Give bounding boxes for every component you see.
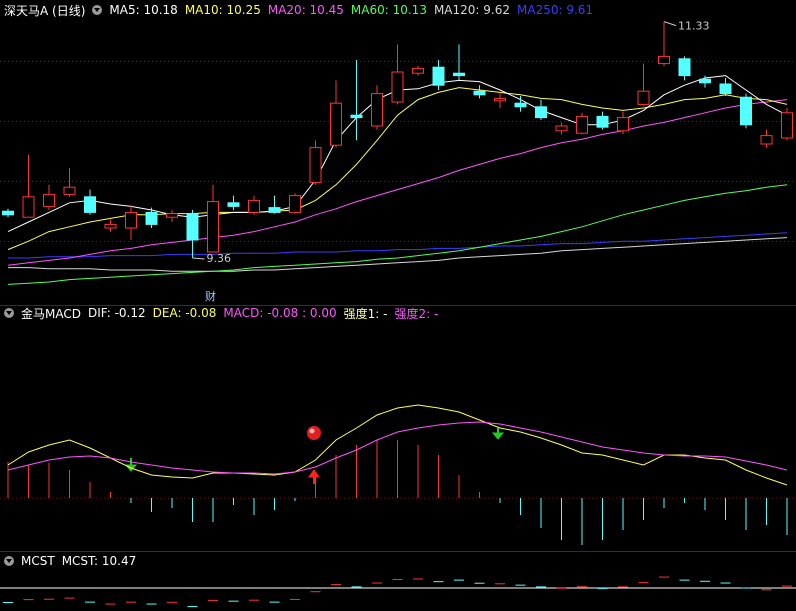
header-label: MACD: -0.08 : 0.00 — [223, 306, 337, 320]
annotation-leader — [663, 21, 677, 27]
candle-body — [289, 195, 301, 213]
candle-body — [596, 115, 609, 128]
series-line — [8, 232, 788, 259]
series-line — [7, 87, 788, 251]
candle-body — [391, 71, 404, 103]
candle-body — [453, 72, 465, 77]
candle-body — [637, 90, 650, 105]
candle-body — [740, 96, 752, 126]
menu-icon[interactable] — [4, 308, 14, 318]
candle-body — [617, 117, 629, 132]
panel-header: 金马MACD DIF: -0.12 DEA: -0.08 MACD: -0.08 : … — [4, 305, 438, 321]
series-line — [7, 99, 788, 266]
panel-header: 深天马A (日线) MA5: 10.18 MA10: 10.25 MA20: 10.4… — [4, 2, 593, 18]
candle-body — [227, 202, 240, 207]
signal-ball-highlight — [309, 428, 315, 434]
header-label: MA10: 10.25 — [184, 3, 261, 17]
candle-body — [207, 201, 219, 253]
series-line — [7, 184, 788, 285]
menu-icon[interactable] — [4, 556, 14, 566]
header-label: MA20: 10.45 — [267, 3, 344, 17]
candle-body — [43, 193, 55, 207]
candle-body — [186, 213, 199, 241]
header-label: MA250: 9.61 — [517, 3, 594, 17]
candle-body — [63, 186, 76, 195]
candle-body — [699, 78, 711, 84]
candle-body — [576, 115, 588, 134]
series-line — [7, 421, 788, 475]
header-label: 强度1: - — [343, 306, 388, 321]
candle-body — [104, 223, 117, 229]
candle-body — [84, 196, 96, 213]
header-label: MCST: 10.47 — [61, 554, 137, 568]
event-note: 财 — [205, 289, 216, 303]
candle-body — [658, 55, 670, 65]
signal-ball — [307, 426, 321, 440]
candle-body — [166, 213, 178, 218]
candle-body — [2, 210, 14, 216]
candle-body — [555, 125, 568, 132]
header-label: 深天马A (日线) — [4, 3, 86, 18]
candle-body — [473, 90, 486, 96]
series-line — [7, 404, 788, 486]
panel-header: MCST MCST: 10.47 — [4, 553, 136, 569]
low-label: 9.36 — [207, 252, 232, 265]
candle-body — [268, 207, 281, 213]
high-label: 11.33 — [678, 20, 710, 33]
candle-body — [432, 66, 445, 86]
candle-body — [719, 83, 732, 95]
header-label: MA120: 9.62 — [433, 3, 510, 17]
candle-body — [781, 112, 793, 139]
header-label: DEA: -0.08 — [152, 306, 217, 320]
buy-signal — [308, 469, 320, 484]
header-label: 金马MACD — [21, 306, 81, 321]
candle-body — [514, 102, 527, 108]
header-label: MA60: 10.13 — [350, 3, 427, 17]
menu-icon[interactable] — [92, 5, 103, 15]
candle-body — [125, 211, 137, 229]
candle-body — [371, 93, 383, 127]
candle-body — [760, 135, 773, 145]
candle-body — [330, 102, 342, 146]
annotation-leader — [192, 257, 205, 260]
candle-body — [535, 106, 547, 119]
header-label: MCST — [21, 554, 55, 568]
header-label: MA5: 10.18 — [109, 3, 178, 17]
header-label: DIF: -0.12 — [87, 306, 146, 320]
candle-body — [248, 199, 260, 213]
candle-body — [494, 97, 506, 102]
header-label: 强度2: - — [394, 306, 439, 321]
candle-body — [145, 211, 158, 225]
candle-body — [350, 114, 363, 119]
candle-body — [22, 196, 35, 218]
candle-body — [309, 147, 322, 183]
candle-body — [412, 67, 424, 74]
candle-body — [678, 58, 691, 77]
series-line — [8, 237, 788, 272]
